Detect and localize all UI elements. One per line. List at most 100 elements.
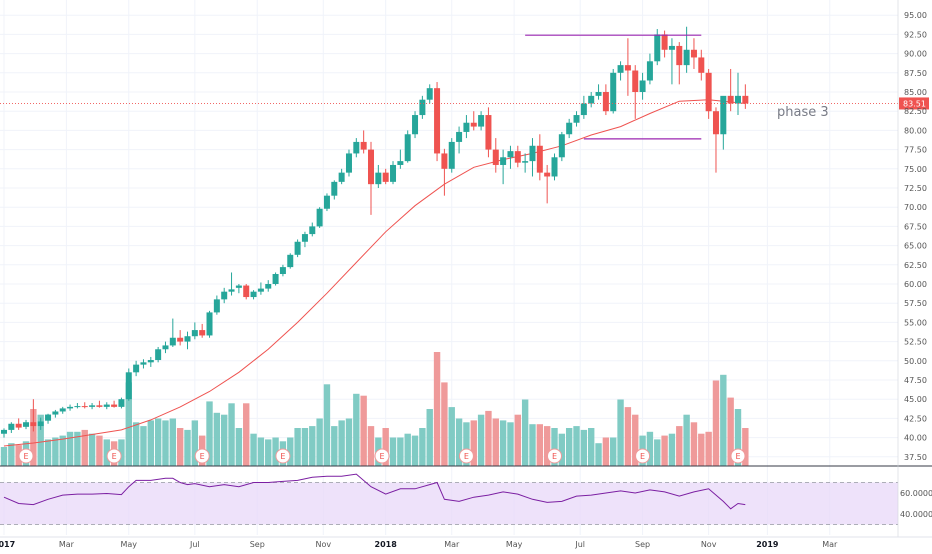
volume-bar (470, 420, 477, 466)
volume-bar (455, 418, 463, 466)
candle-body (742, 95, 749, 104)
volume-bar (720, 374, 727, 466)
candle-body (191, 330, 198, 337)
y-tick-label: 60.00 (904, 280, 927, 289)
candle-body (698, 57, 705, 73)
earnings-marker (106, 448, 122, 464)
candle-body (500, 157, 507, 165)
volume-bar (213, 412, 221, 466)
candle-body (147, 360, 154, 363)
candle-body (213, 299, 220, 313)
volume-bar (433, 352, 441, 466)
volume-bar (580, 429, 588, 466)
candle-body (265, 283, 272, 289)
candle-body (177, 337, 184, 342)
volume-bar (463, 422, 470, 466)
candle-body (111, 404, 118, 407)
volume-bar (551, 428, 558, 466)
candle-body (676, 45, 683, 66)
earnings-marker (458, 448, 474, 464)
candle-body (492, 149, 499, 165)
y-tick-label: 95.00 (904, 11, 927, 20)
volume-bar (206, 401, 213, 466)
earnings-marker (730, 448, 746, 464)
candle-body (30, 422, 37, 427)
candle-body (536, 145, 543, 173)
rsi-tick-label: 60.0000 (900, 489, 932, 498)
earnings-marker-label: E (23, 452, 28, 461)
y-tick-label: 47.50 (904, 376, 927, 385)
candle-body (544, 172, 551, 177)
volume-bar (59, 435, 66, 466)
candle-body (8, 423, 15, 430)
earnings-marker (374, 448, 390, 464)
candle-body (331, 181, 338, 196)
volume-bar (44, 439, 52, 466)
y-tick-label: 92.50 (904, 30, 927, 39)
phase-annotation: phase 3 (777, 105, 829, 120)
moving-average-line (3, 99, 746, 447)
y-tick-label: 82.50 (904, 107, 927, 116)
candle-body (287, 254, 294, 268)
candle-body (522, 161, 529, 163)
candle-body (727, 95, 734, 104)
candle-body (720, 95, 727, 135)
volume-bar (118, 439, 125, 466)
volume-bar (221, 414, 228, 466)
volume-bar (734, 409, 742, 466)
volume-bar (521, 399, 529, 466)
candle-body (624, 65, 631, 71)
candle-body (426, 88, 433, 100)
volume-bar (661, 435, 668, 466)
candle-body (456, 131, 463, 142)
volume-bar (389, 437, 397, 466)
volume-bar (448, 407, 455, 466)
volume-bar (103, 439, 110, 466)
volume-bar (52, 437, 59, 466)
volume-bar (294, 428, 301, 466)
candle-body (59, 408, 66, 412)
volume-bar (30, 409, 37, 466)
volume-bar (397, 437, 404, 466)
volume-bar (543, 426, 551, 466)
candle-body (639, 80, 646, 93)
y-tick-label: 85.00 (904, 88, 927, 97)
x-tick-label: Jul (189, 540, 200, 549)
volume-bar (147, 420, 154, 466)
volume-bar (125, 382, 132, 466)
candle-body (478, 115, 485, 127)
volume-bar (96, 435, 103, 466)
y-tick-label: 67.50 (904, 222, 927, 231)
candle-body (683, 49, 690, 66)
x-tick-label: Mar (822, 540, 838, 549)
volume-bar (477, 414, 485, 466)
candle-body (162, 345, 169, 350)
volume-bar (426, 409, 433, 466)
candle-body (397, 161, 404, 165)
earnings-marker (18, 448, 34, 464)
candle-body (67, 406, 74, 409)
earnings-marker-label: E (640, 452, 645, 461)
candle-body (690, 49, 697, 58)
x-tick-label: 2017 (0, 540, 15, 549)
candle-body (463, 122, 470, 132)
candle-body (316, 208, 323, 227)
candle-body (390, 164, 397, 182)
volume-bar (705, 431, 712, 466)
candle-body (103, 404, 110, 407)
rsi-tick-label: 40.0000 (900, 510, 932, 519)
candle-body (617, 65, 624, 73)
y-tick-label: 65.00 (904, 242, 927, 251)
candle-body (228, 289, 235, 292)
candle-body (74, 406, 81, 408)
earnings-marker (547, 448, 562, 464)
candle-body (551, 157, 558, 177)
volume-bar (74, 431, 81, 466)
volume-bar (573, 426, 580, 466)
x-tick-label: 2019 (756, 540, 779, 549)
earnings-marker-label: E (200, 452, 205, 461)
volume-bar (0, 447, 8, 466)
earnings-marker (194, 448, 210, 464)
volume-bar (529, 424, 536, 466)
